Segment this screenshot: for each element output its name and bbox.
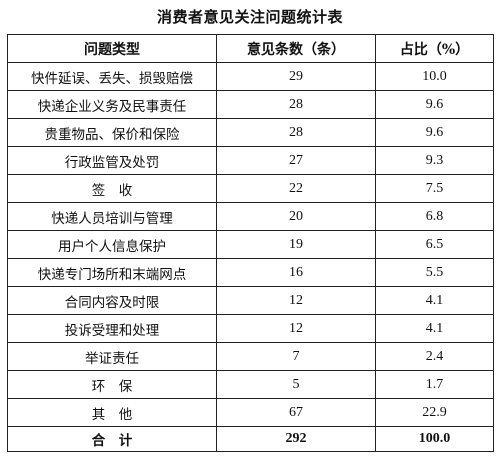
- table-row: 快递人员培训与管理 20 6.8: [7, 202, 494, 231]
- count-cell: 12: [216, 286, 376, 315]
- count-cell: 5: [216, 370, 376, 399]
- table-row: 快递企业义务及民事责任 28 9.6: [7, 90, 494, 119]
- table-row: 合同内容及时限 12 4.1: [7, 286, 494, 315]
- table-row: 行政监管及处罚 27 9.3: [7, 146, 494, 175]
- header-row: 问题类型 意见条数（条） 占比（%）: [7, 34, 494, 63]
- total-ratio: 100.0: [375, 426, 494, 452]
- category-cell: 合同内容及时限: [7, 286, 217, 315]
- ratio-cell: 9.6: [375, 90, 494, 119]
- count-cell: 20: [216, 202, 376, 231]
- statistics-table: 问题类型 意见条数（条） 占比（%） 快件延误、丢失、损毁赔偿 29 10.0 …: [7, 34, 494, 452]
- table-row: 签 收 22 7.5: [7, 174, 494, 203]
- table-row: 其 他 67 22.9: [7, 398, 494, 427]
- count-cell: 7: [216, 342, 376, 371]
- category-cell: 快件延误、丢失、损毁赔偿: [7, 62, 217, 91]
- category-cell: 其 他: [7, 398, 217, 427]
- category-cell: 举证责任: [7, 342, 217, 371]
- count-cell: 19: [216, 230, 376, 259]
- ratio-cell: 9.6: [375, 118, 494, 147]
- ratio-cell: 4.1: [375, 286, 494, 315]
- ratio-cell: 9.3: [375, 146, 494, 175]
- category-cell: 贵重物品、保价和保险: [7, 118, 217, 147]
- table-row: 举证责任 7 2.4: [7, 342, 494, 371]
- total-label: 合 计: [7, 426, 217, 452]
- category-cell: 环 保: [7, 370, 217, 399]
- category-cell: 快递人员培训与管理: [7, 202, 217, 231]
- table-row: 贵重物品、保价和保险 28 9.6: [7, 118, 494, 147]
- ratio-cell: 6.5: [375, 230, 494, 259]
- count-cell: 28: [216, 118, 376, 147]
- count-cell: 29: [216, 62, 376, 91]
- ratio-cell: 10.0: [375, 62, 494, 91]
- category-cell: 用户个人信息保护: [7, 230, 217, 259]
- category-cell: 签 收: [7, 174, 217, 203]
- category-cell: 快递企业义务及民事责任: [7, 90, 217, 119]
- ratio-cell: 1.7: [375, 370, 494, 399]
- ratio-cell: 4.1: [375, 314, 494, 343]
- count-cell: 16: [216, 258, 376, 287]
- category-cell: 投诉受理和处理: [7, 314, 217, 343]
- ratio-cell: 22.9: [375, 398, 494, 427]
- table-title: 消费者意见关注问题统计表: [156, 8, 343, 26]
- count-cell: 22: [216, 174, 376, 203]
- category-cell: 快递专门场所和末端网点: [7, 258, 217, 287]
- ratio-cell: 7.5: [375, 174, 494, 203]
- table-row: 快递专门场所和末端网点 16 5.5: [7, 258, 494, 287]
- column-header-category: 问题类型: [7, 34, 217, 63]
- table-row: 快件延误、丢失、损毁赔偿 29 10.0: [7, 62, 494, 91]
- ratio-cell: 6.8: [375, 202, 494, 231]
- category-cell: 行政监管及处罚: [7, 146, 217, 175]
- column-header-ratio: 占比（%）: [375, 34, 494, 63]
- ratio-cell: 2.4: [375, 342, 494, 371]
- ratio-cell: 5.5: [375, 258, 494, 287]
- count-cell: 67: [216, 398, 376, 427]
- total-count: 292: [216, 426, 376, 452]
- count-cell: 28: [216, 90, 376, 119]
- total-row: 合 计 292 100.0: [7, 426, 494, 452]
- count-cell: 27: [216, 146, 376, 175]
- count-cell: 12: [216, 314, 376, 343]
- table-row: 用户个人信息保护 19 6.5: [7, 230, 494, 259]
- column-header-count: 意见条数（条）: [216, 34, 376, 63]
- table-row: 投诉受理和处理 12 4.1: [7, 314, 494, 343]
- table-row: 环 保 5 1.7: [7, 370, 494, 399]
